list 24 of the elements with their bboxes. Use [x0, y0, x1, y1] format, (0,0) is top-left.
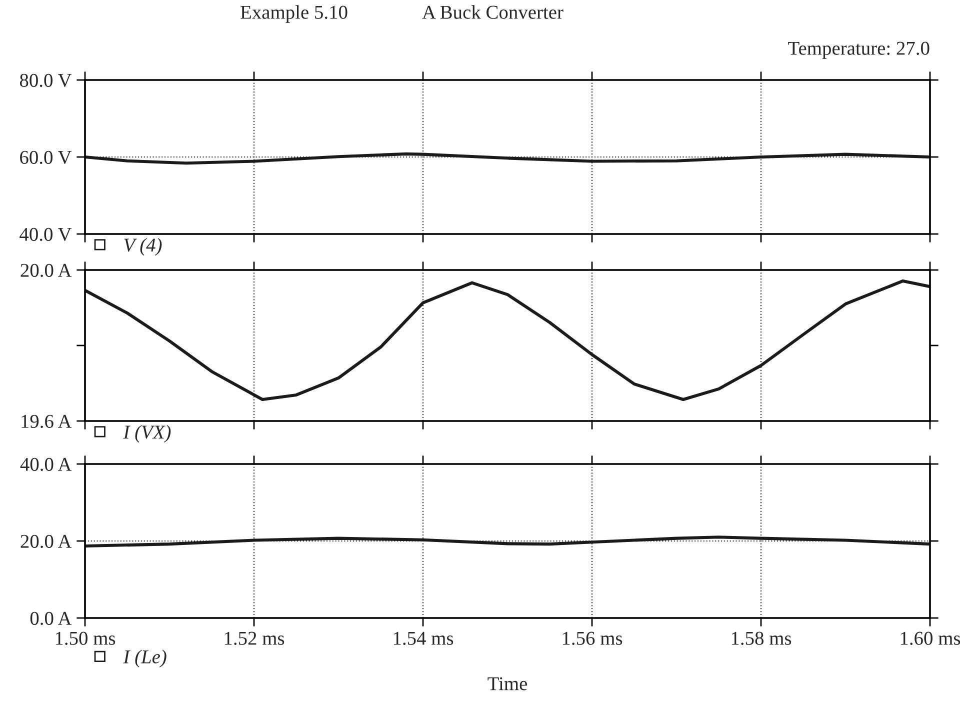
y-tick-label: 19.6 A [22, 414, 72, 428]
y-tick-label: 80.0 V [20, 74, 72, 88]
legend-label: V (4) [124, 238, 162, 256]
y-tick-label: 60.0 V [20, 150, 72, 164]
y-tick-label: 0.0 A [30, 612, 72, 626]
chart-subtitle: A Buck Converter [422, 5, 564, 19]
line-series [85, 152, 930, 165]
y-tick-label: 20.0 A [20, 264, 72, 278]
x-tick-label: 1.60 ms [900, 632, 960, 645]
chart-title: Example 5.10 [240, 5, 348, 23]
legend-label: I (VX) [123, 425, 171, 443]
x-tick-label: 1.54 ms [394, 632, 454, 645]
x-axis-title: Time [488, 677, 528, 690]
x-tick-label: 1.52 ms [224, 632, 284, 645]
y-tick-label: 20.0 A [20, 534, 72, 548]
x-tick-label: 1.50 ms [56, 632, 116, 645]
x-tick-label: 1.56 ms [562, 632, 622, 645]
x-tick-label: 1.58 ms [732, 632, 792, 645]
text: Temperature: 27.0 [788, 42, 930, 59]
line-series [85, 279, 930, 402]
line-series [85, 536, 930, 548]
legend-label: I (Le) [123, 650, 166, 668]
y-tick-label: 40.0 V [20, 228, 72, 242]
y-tick-label: 40.0 A [20, 458, 72, 472]
